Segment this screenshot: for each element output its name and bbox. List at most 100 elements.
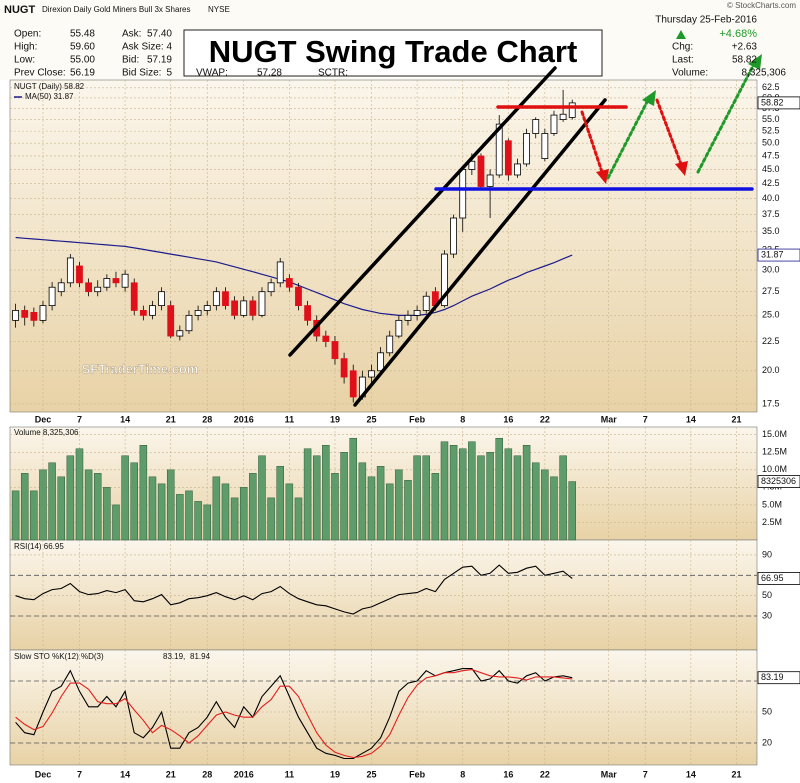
volume-bar [249, 473, 257, 541]
candle-body [368, 370, 375, 378]
candle-body [331, 341, 339, 360]
quote-label: Last: [672, 55, 694, 66]
down-arrow-line [655, 98, 683, 166]
candle-body [468, 160, 476, 170]
x-tick-label: 28 [202, 414, 212, 424]
y-tick-label: 50.0 [762, 138, 780, 148]
candle-body [176, 330, 184, 337]
indicator-line [15, 669, 573, 759]
y-tick-label: 2.5M [762, 517, 782, 527]
y-tick-label: 50 [762, 706, 772, 716]
candle-body [149, 305, 156, 316]
field-value: 55.48 [70, 29, 95, 40]
volume-bar [203, 504, 211, 541]
volume-bar [267, 497, 275, 541]
field-label: Bid: [122, 55, 139, 66]
volume-bar [57, 476, 65, 541]
x-tick-label: 21 [166, 769, 176, 779]
field-label: VWAP: [196, 68, 228, 79]
volume-bar [185, 490, 193, 541]
x-tick-label: 11 [285, 769, 295, 779]
field-label: Open: [14, 29, 41, 40]
candle-body [395, 319, 403, 337]
x-tick-label: 21 [731, 769, 741, 779]
candle-body [559, 113, 567, 120]
volume-bar [139, 444, 148, 541]
y-tick-label: 50 [762, 590, 772, 600]
volume-bar [422, 455, 430, 541]
x-tick-label: 14 [686, 414, 696, 424]
volume-bar [285, 483, 294, 541]
y-tick-label: 40.0 [762, 193, 780, 203]
candle-body [514, 163, 521, 176]
volume-bar [312, 455, 321, 541]
x-tick-label: 21 [731, 414, 741, 424]
candle-body [550, 114, 558, 134]
field-value: 5 [166, 68, 172, 79]
candle-body [39, 305, 47, 321]
candle-body [222, 291, 229, 307]
candle-body [66, 257, 74, 284]
x-tick-label: Dec [35, 414, 52, 424]
volume-bar [130, 462, 138, 541]
volume-bar [322, 444, 330, 541]
y-tick-label: 22.5 [762, 336, 780, 346]
candle-body [459, 168, 467, 219]
candle-body [76, 265, 83, 284]
candle-body [568, 102, 576, 118]
ma-tag [757, 248, 800, 262]
x-tick-label: 8 [460, 769, 465, 779]
volume-bar [477, 455, 485, 541]
candle-body [85, 282, 92, 293]
x-tick-label: Feb [409, 769, 426, 779]
volume-tag-label: 8325306 [761, 476, 796, 486]
volume-bar [376, 466, 385, 541]
candle-body [112, 278, 120, 284]
candle-body [304, 305, 312, 321]
up-arrow-line [696, 62, 756, 174]
volume-bar [468, 441, 476, 541]
indicator-tag-label: 83.19 [761, 672, 784, 682]
x-tick-label: 19 [330, 414, 340, 424]
x-tick-label: 25 [366, 769, 376, 779]
x-tick-label: 28 [202, 769, 212, 779]
volume-bar [349, 437, 357, 541]
volume-bar [340, 452, 348, 541]
indicator-line [15, 564, 573, 615]
candle-body [477, 155, 485, 187]
y-tick-label: 55.0 [762, 114, 780, 124]
x-tick-label: Feb [409, 414, 426, 424]
candle-body [48, 286, 56, 307]
volume-bar [66, 455, 75, 541]
candle-body [285, 278, 293, 288]
candle-body [194, 310, 202, 316]
volume-bar [522, 444, 531, 541]
y-tick-label: 52.5 [762, 125, 780, 135]
candle-body [30, 311, 38, 321]
candle-body [212, 291, 220, 307]
x-tick-label: 2016 [234, 769, 254, 779]
field-value: 4 [166, 42, 172, 53]
volume-bar [568, 481, 576, 541]
candle-body [404, 314, 412, 321]
arrow-head [596, 169, 609, 184]
legend: NUGT (Daily) 58.82 [14, 82, 85, 91]
volume-bar [495, 437, 503, 541]
volume-bar [458, 448, 467, 541]
y-tick-label: 10.0M [762, 464, 787, 474]
quote-label: Volume: [672, 68, 708, 79]
indicator-tag-label: 66.95 [761, 573, 784, 583]
drawings [288, 54, 762, 407]
field-value: 57.28 [257, 68, 282, 79]
exchange: NYSE [208, 5, 230, 14]
arrow-head [675, 161, 688, 176]
x-tick-label: 14 [120, 414, 130, 424]
x-tick-label: 2016 [234, 414, 254, 424]
indicator-tag [757, 671, 800, 685]
volume-bar [449, 444, 458, 541]
volume-bar [276, 466, 284, 541]
volume-bar [440, 441, 449, 541]
copyright: © StockCharts.com [727, 1, 796, 10]
x-tick-label: Dec [35, 769, 52, 779]
